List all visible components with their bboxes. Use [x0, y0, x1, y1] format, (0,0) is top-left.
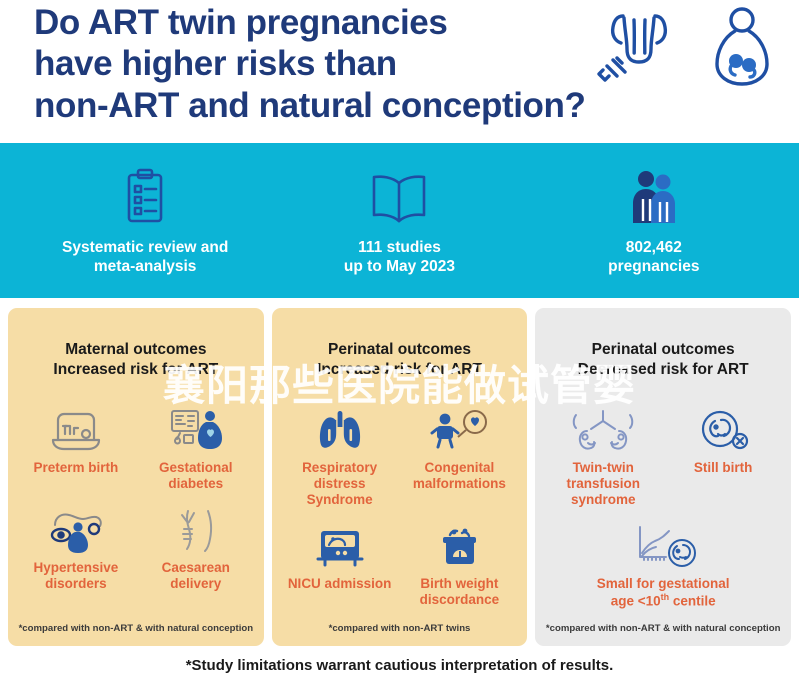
stat-label: Systematic review and meta-analysis — [62, 238, 229, 275]
card-maternal-outcomes: Maternal outcomes Increased risk for ART… — [8, 308, 264, 646]
stillbirth-cross-icon — [665, 406, 781, 454]
baby-weight-scale-icon — [402, 522, 518, 570]
page-title: Do ART twin pregnancies have higher risk… — [34, 2, 614, 126]
card-footnote: *compared with non-ART twins — [328, 623, 471, 634]
sga-label-main: Small for gestational age <10 — [596, 576, 730, 609]
outcome-cards: Maternal outcomes Increased risk for ART… — [0, 298, 799, 646]
header: Do ART twin pregnancies have higher risk… — [0, 0, 799, 143]
stat-label: 111 studies up to May 2023 — [343, 238, 456, 275]
lungs-icon — [282, 406, 398, 454]
sga-label-tail: centile — [669, 593, 716, 609]
outcome-label: Respiratory distress Syndrome — [302, 460, 378, 508]
outcome-label: Hypertensive disorders — [33, 560, 119, 592]
card-body: Preterm birth — [16, 384, 256, 623]
people-pair-icon — [527, 165, 781, 227]
stat-item: Systematic review and meta-analysis — [18, 165, 272, 277]
stat-item: 111 studies up to May 2023 — [272, 165, 526, 277]
outcome-caesarean-delivery: Caesarean delivery — [136, 506, 256, 592]
caesarean-incision-icon — [138, 506, 254, 554]
twin-fetuses-placenta-icon — [545, 406, 661, 454]
outcome-congenital-malformations: Congenital malformations — [400, 406, 520, 508]
outcome-birth-weight-discordance: Birth weight discordance — [400, 522, 520, 608]
outcome-label: Caesarean delivery — [161, 560, 230, 592]
uterus-syringe-icon — [591, 6, 677, 97]
card-perinatal-decreased: Perinatal outcomes Decreased risk for AR… — [535, 308, 792, 646]
blood-pressure-pregnant-icon — [18, 506, 134, 554]
header-icon-group — [591, 6, 781, 94]
outcome-label: Still birth — [693, 460, 753, 476]
page-title-line-3: non-ART and natural conception? — [34, 85, 586, 125]
card-footnote: *compared with non-ART & with natural co… — [18, 623, 254, 634]
sga-superscript: th — [660, 591, 670, 602]
stat-label: 802,462 pregnancies — [608, 238, 700, 275]
card-body: Respiratory distress Syndrome — [280, 384, 520, 623]
outcome-gestational-diabetes: Gestational diabetes — [136, 406, 256, 492]
outcome-hypertensive-disorders: Hypertensive disorders — [16, 506, 136, 592]
card-body: Twin-twin transfusion syndrome Still bir… — [543, 384, 783, 623]
outcome-small-for-gestational-age: Small for gestational age <10th centile — [543, 522, 783, 609]
card-perinatal-increased: Perinatal outcomes Increased risk for AR… — [271, 308, 528, 646]
outcome-label: Gestational diabetes — [158, 460, 233, 492]
growth-chart-fetus-icon — [545, 522, 781, 570]
open-book-icon — [272, 165, 526, 227]
card-title: Maternal outcomes Increased risk for ART — [53, 341, 219, 379]
nicu-cot-icon — [282, 522, 398, 570]
card-title: Perinatal outcomes Increased risk for AR… — [317, 341, 482, 379]
card-title: Perinatal outcomes Decreased risk for AR… — [577, 341, 749, 379]
outcome-label: Birth weight discordance — [419, 576, 500, 607]
page-title-line-1: Do ART twin pregnancies — [34, 3, 448, 42]
clipboard-checklist-icon — [18, 165, 272, 227]
pregnant-woman-twins-icon — [709, 6, 775, 97]
outcome-label: Small for gestational age <10th centile — [545, 576, 781, 609]
card-footnote: *compared with non-ART & with natural co… — [545, 623, 781, 635]
outcome-label: Preterm birth — [33, 460, 119, 476]
outcome-still-birth: Still birth — [663, 406, 783, 508]
outcome-twin-twin-transfusion-syndrome: Twin-twin transfusion syndrome — [543, 406, 663, 508]
page-title-line-2: have higher risks than — [34, 44, 397, 84]
glucose-monitor-pregnant-icon — [138, 406, 254, 454]
outcome-label: Twin-twin transfusion syndrome — [566, 460, 641, 508]
stats-banner: Systematic review and meta-analysis 111 … — [0, 143, 799, 298]
outcome-preterm-birth: Preterm birth — [16, 406, 136, 492]
outcome-respiratory-distress-syndrome: Respiratory distress Syndrome — [280, 406, 400, 508]
outcome-nicu-admission: NICU admission — [280, 522, 400, 608]
study-limitations-note: *Study limitations warrant cautious inte… — [185, 657, 614, 674]
stat-item: 802,462 pregnancies — [527, 165, 781, 277]
outcome-label: Congenital malformations — [412, 460, 506, 492]
incubator-icon — [18, 406, 134, 454]
outcome-label: NICU admission — [287, 576, 392, 592]
baby-heart-magnifier-icon — [402, 406, 518, 454]
